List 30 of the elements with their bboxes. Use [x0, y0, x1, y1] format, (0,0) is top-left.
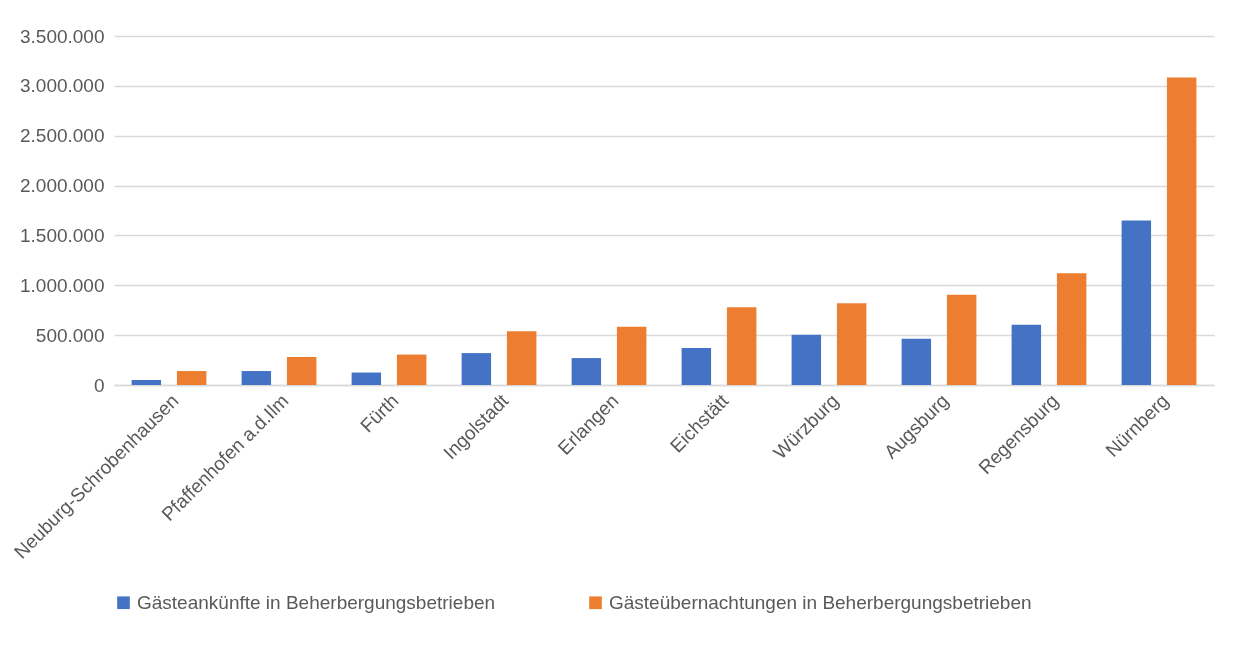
bar: [726, 307, 757, 385]
bar: [286, 357, 317, 385]
bar: [506, 331, 537, 385]
bar: [901, 338, 932, 385]
y-tick-label: 1.500.000: [19, 224, 105, 246]
bar: [946, 294, 977, 385]
bar: [616, 326, 647, 385]
y-tick-label: 0: [93, 374, 105, 396]
bar: [1166, 77, 1197, 385]
bar: [176, 371, 207, 385]
y-tick-label: 2.000.000: [19, 175, 105, 197]
bar: [1056, 273, 1087, 385]
y-tick-label: 3.500.000: [19, 25, 105, 47]
bar: [461, 353, 492, 385]
bar: [1011, 324, 1042, 385]
y-tick-label: 500.000: [35, 324, 105, 346]
bar: [131, 380, 162, 385]
legend-label: Gästeankünfte in Beherbergungsbetrieben: [137, 591, 496, 613]
legend-label: Gästeübernachtungen in Beherbergungsbetrieben: [609, 591, 1032, 613]
bar: [1121, 220, 1152, 385]
bar: [351, 372, 382, 385]
bar: [396, 354, 427, 385]
bar: [836, 303, 867, 385]
bar: [571, 358, 602, 385]
bar: [681, 348, 712, 385]
y-tick-label: 2.500.000: [19, 125, 105, 147]
bar: [791, 334, 822, 385]
y-tick-label: 1.000.000: [19, 274, 105, 296]
bar: [241, 371, 272, 385]
y-tick-label: 3.000.000: [19, 75, 105, 97]
